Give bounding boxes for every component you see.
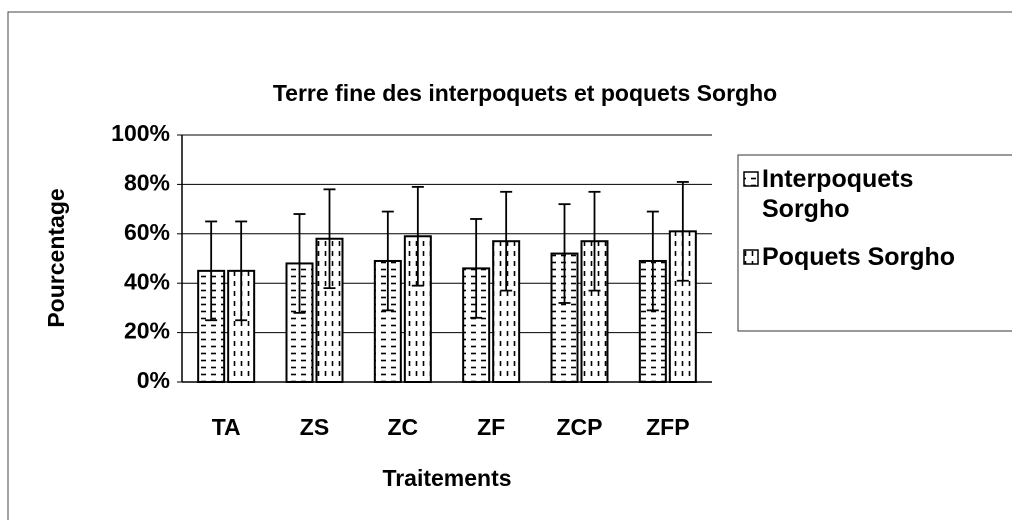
error-bar bbox=[676, 181, 689, 282]
error-bar bbox=[646, 210, 659, 312]
x-tick-label: TA bbox=[212, 414, 241, 440]
error-bar bbox=[323, 188, 336, 290]
error-bar bbox=[205, 220, 218, 322]
chart-title: Terre fine des interpoquets et poquets S… bbox=[273, 80, 777, 106]
x-tick-label: ZFP bbox=[646, 414, 689, 440]
x-tick-label: ZCP bbox=[557, 414, 603, 440]
y-tick-label: 20% bbox=[124, 318, 170, 344]
x-axis-label: Traitements bbox=[382, 465, 511, 491]
y-tick-label: 0% bbox=[137, 367, 170, 393]
error-bar bbox=[470, 218, 483, 319]
x-tick-label: ZC bbox=[387, 414, 418, 440]
y-tick-label: 40% bbox=[124, 268, 170, 294]
y-tick-label: 60% bbox=[124, 219, 170, 245]
error-bar bbox=[235, 220, 248, 322]
legend-swatch bbox=[743, 171, 759, 187]
error-bar bbox=[381, 210, 394, 312]
x-tick-label: ZF bbox=[477, 414, 505, 440]
legend-label: Poquets Sorgho bbox=[762, 243, 956, 271]
frame bbox=[7, 11, 1012, 520]
error-bar bbox=[558, 203, 571, 304]
y-tick-label: 80% bbox=[124, 169, 170, 195]
y-axis-label: Pourcentage bbox=[43, 188, 69, 327]
error-bar bbox=[500, 190, 513, 292]
y-tick-label: 100% bbox=[111, 120, 170, 146]
x-tick-label: ZS bbox=[300, 414, 329, 440]
error-bar bbox=[411, 185, 424, 287]
legend-box bbox=[737, 154, 1012, 332]
legend-swatch bbox=[743, 249, 759, 265]
legend-label: Interpoquets Sorgho bbox=[762, 165, 914, 223]
bar bbox=[197, 269, 226, 384]
error-bar bbox=[588, 190, 601, 292]
error-bar bbox=[293, 213, 306, 314]
